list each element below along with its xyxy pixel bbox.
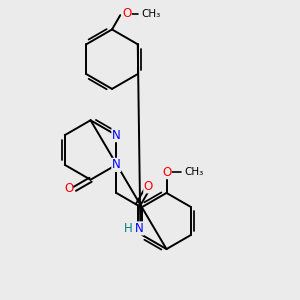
Text: O: O xyxy=(162,166,171,178)
Text: CH₃: CH₃ xyxy=(185,167,204,177)
Text: N: N xyxy=(135,222,144,235)
Text: CH₃: CH₃ xyxy=(142,8,161,19)
Text: N: N xyxy=(112,158,121,171)
Text: H: H xyxy=(124,222,133,235)
Text: O: O xyxy=(144,180,153,193)
Text: O: O xyxy=(122,7,131,20)
Text: O: O xyxy=(64,182,74,195)
Text: N: N xyxy=(112,129,121,142)
